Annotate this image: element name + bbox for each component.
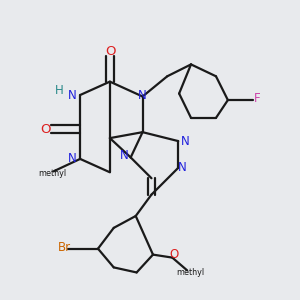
Text: N: N [138, 88, 147, 101]
Text: N: N [177, 161, 186, 174]
Text: H: H [54, 84, 63, 97]
Text: N: N [68, 152, 77, 165]
Text: Br: Br [58, 241, 71, 254]
Text: F: F [254, 92, 260, 105]
Text: O: O [169, 248, 178, 260]
Text: O: O [41, 123, 51, 136]
Text: methyl: methyl [38, 169, 66, 178]
Text: N: N [68, 88, 77, 101]
Text: O: O [105, 44, 116, 58]
Text: methyl: methyl [176, 268, 204, 277]
Text: N: N [120, 149, 129, 162]
Text: N: N [180, 135, 189, 148]
